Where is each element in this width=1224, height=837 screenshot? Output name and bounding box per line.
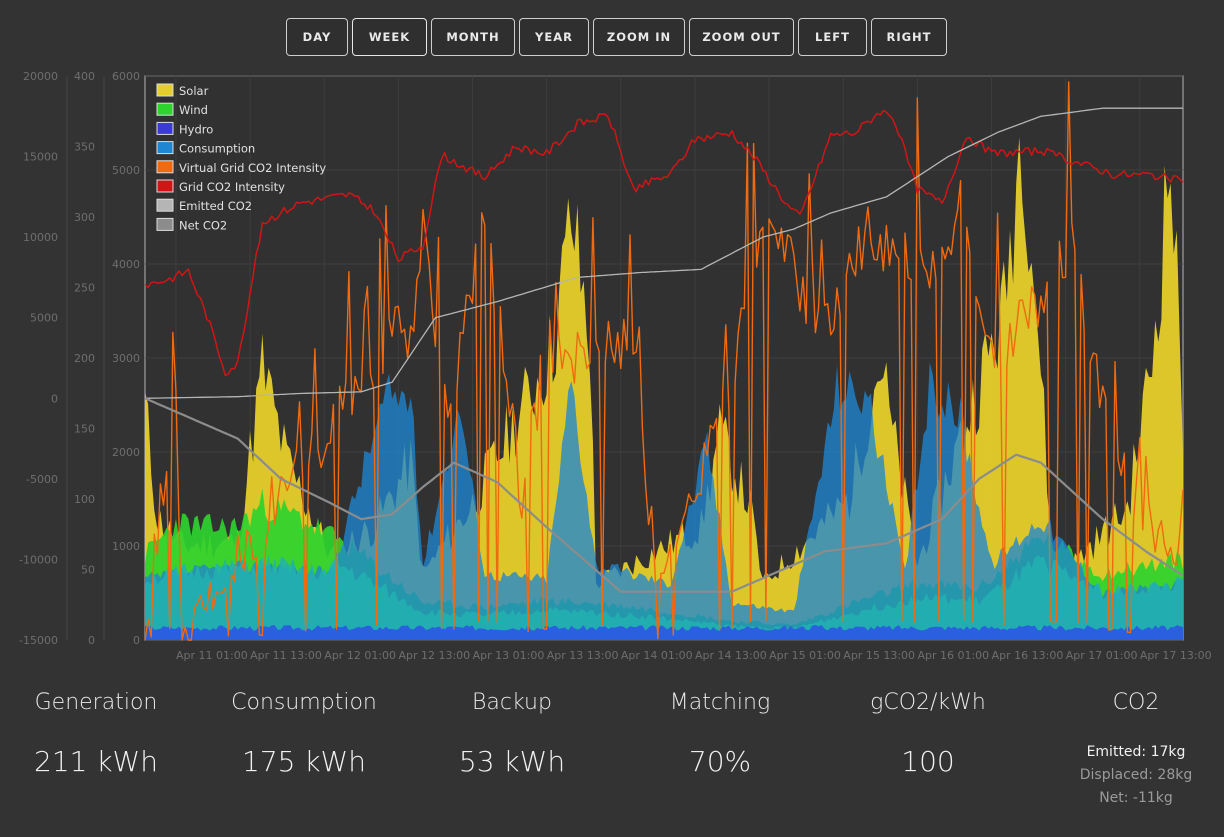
- zoom-out-button[interactable]: ZOOM OUT: [689, 18, 794, 56]
- legend-swatch: [156, 83, 174, 97]
- legend-label: Consumption: [179, 142, 255, 156]
- y-tick-label-left-outer: 15000: [23, 151, 58, 164]
- energy-chart: 20000150001000050000-5000-10000-15000400…: [19, 70, 1212, 662]
- consumption-label: Consumption: [231, 690, 377, 715]
- y-tick-label-left-outer: -10000: [19, 553, 58, 566]
- y-tick-label-left-middle: 50: [81, 564, 95, 577]
- backup-value: 53 kWh: [458, 745, 566, 778]
- y-tick-label-left-outer: -5000: [26, 473, 58, 486]
- x-tick-label: Apr 11 01:00: [176, 649, 248, 662]
- y-tick-label-left-middle: 0: [88, 634, 95, 647]
- y-tick-label-left-outer: -15000: [19, 634, 58, 647]
- intensity-value: 100: [901, 745, 955, 778]
- y-tick-label-left-middle: 350: [74, 141, 95, 154]
- co2-label: CO2: [1112, 690, 1160, 715]
- y-tick-label-left-inner: 3000: [112, 352, 140, 365]
- right-button[interactable]: RIGHT: [871, 18, 947, 56]
- x-tick-label: Apr 14 13:00: [695, 649, 767, 662]
- co2-net: Net: -11kg: [1099, 790, 1173, 806]
- legend-label: Wind: [179, 103, 208, 117]
- emitted-co2-line: [144, 107, 1183, 399]
- y-tick-label-left-inner: 1000: [112, 540, 140, 553]
- y-tick-label-left-inner: 5000: [112, 164, 140, 177]
- generation-label: Generation: [34, 690, 158, 715]
- legend-swatch: [156, 198, 174, 212]
- y-tick-label-left-inner: 4000: [112, 258, 140, 271]
- legend-label: Net CO2: [179, 218, 227, 232]
- x-tick-label: Apr 17 01:00: [1066, 649, 1138, 662]
- y-tick-label-left-middle: 150: [74, 423, 95, 436]
- y-tick-label-left-middle: 300: [74, 211, 95, 224]
- left-button[interactable]: LEFT: [798, 18, 867, 56]
- y-tick-label-left-middle: 250: [74, 282, 95, 295]
- legend-label: Hydro: [179, 122, 213, 136]
- y-tick-label-left-middle: 400: [74, 70, 95, 83]
- y-tick-label-left-inner: 6000: [112, 70, 140, 83]
- y-tick-label-left-inner: 2000: [112, 446, 140, 459]
- legend-label: Grid CO2 Intensity: [179, 180, 285, 194]
- backup-label: Backup: [472, 690, 552, 715]
- x-tick-label: Apr 15 13:00: [843, 649, 915, 662]
- intensity-label: gCO2/kWh: [870, 690, 986, 715]
- consumption-value: 175 kWh: [242, 745, 366, 778]
- overlap-area: [145, 555, 1183, 640]
- co2-stat: CO2 Emitted: 17kg Displaced: 28kg Net: -…: [1036, 690, 1224, 810]
- matching-label: Matching: [669, 690, 771, 715]
- y-tick-label-left-middle: 200: [74, 352, 95, 365]
- grid-co2-line: [144, 109, 1184, 377]
- x-tick-label: Apr 14 01:00: [621, 649, 693, 662]
- year-button[interactable]: YEAR: [519, 18, 589, 56]
- x-tick-label: Apr 13 13:00: [547, 649, 619, 662]
- y-tick-label-left-outer: 5000: [30, 312, 58, 325]
- generation-stat: Generation 211 kWh: [0, 690, 196, 778]
- y-tick-label-left-middle: 100: [74, 493, 95, 506]
- backup-stat: Backup 53 kWh: [412, 690, 612, 778]
- legend-swatch: [156, 179, 174, 193]
- legend-swatch: [156, 141, 174, 155]
- day-button[interactable]: DAY: [286, 18, 348, 56]
- consumption-stat: Consumption 175 kWh: [204, 690, 404, 778]
- matching-stat: Matching 70%: [620, 690, 820, 778]
- y-tick-label-left-outer: 20000: [23, 70, 58, 83]
- x-tick-label: Apr 17 13:00: [1140, 649, 1212, 662]
- x-tick-label: Apr 12 13:00: [398, 649, 470, 662]
- virtual-grid-co2-line: [144, 81, 1184, 641]
- summary-stats: Generation 211 kWh Consumption 175 kWh B…: [0, 690, 1224, 830]
- month-button[interactable]: MONTH: [431, 18, 515, 56]
- x-tick-label: Apr 13 01:00: [473, 649, 545, 662]
- x-tick-label: Apr 15 01:00: [769, 649, 841, 662]
- legend-swatch: [156, 160, 174, 174]
- matching-value: 70%: [688, 745, 752, 778]
- consumption-area: [145, 362, 1183, 640]
- y-tick-label-left-outer: 0: [51, 392, 58, 405]
- legend-swatch: [156, 121, 174, 135]
- co2-breakdown: Emitted: 17kg Displaced: 28kg Net: -11kg: [1036, 741, 1224, 810]
- legend-label: Solar: [179, 84, 209, 98]
- x-tick-label: Apr 16 01:00: [917, 649, 989, 662]
- zoom-in-button[interactable]: ZOOM IN: [593, 18, 685, 56]
- generation-value: 211 kWh: [34, 745, 158, 778]
- legend-swatch: [156, 217, 174, 231]
- hydro-area: [145, 625, 1183, 640]
- range-toolbar: DAY WEEK MONTH YEAR ZOOM IN ZOOM OUT LEF…: [286, 18, 947, 56]
- intensity-stat: gCO2/kWh 100: [828, 690, 1028, 778]
- x-tick-label: Apr 11 13:00: [250, 649, 322, 662]
- co2-emitted: Emitted: 17kg: [1086, 744, 1186, 760]
- legend-swatch: [156, 102, 174, 116]
- legend-label: Virtual Grid CO2 Intensity: [179, 161, 326, 175]
- net-co2-line: [144, 397, 1184, 593]
- y-tick-label-left-inner: 0: [133, 634, 140, 647]
- legend-label: Emitted CO2: [179, 199, 252, 213]
- y-tick-label-left-outer: 10000: [23, 231, 58, 244]
- x-tick-label: Apr 16 13:00: [992, 649, 1064, 662]
- x-tick-label: Apr 12 01:00: [324, 649, 396, 662]
- co2-displaced: Displaced: 28kg: [1079, 767, 1193, 783]
- week-button[interactable]: WEEK: [352, 18, 427, 56]
